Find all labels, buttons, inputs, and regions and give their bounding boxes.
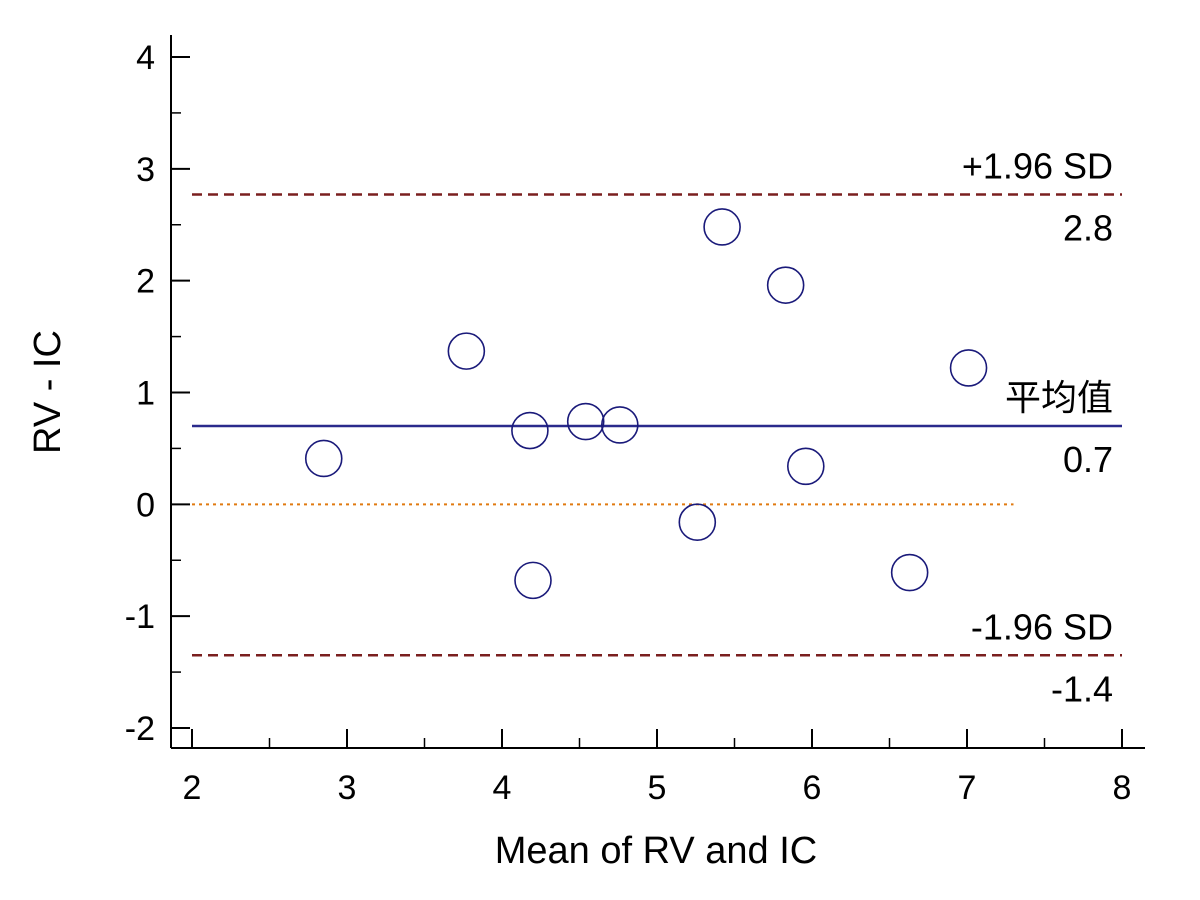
lower-loa-value-label: -1.4	[1051, 668, 1113, 709]
data-point	[678, 503, 717, 542]
reference-labels: +1.96 SD 2.8 平均值 0.7 -1.96 SD -1.4	[962, 146, 1113, 710]
data-point	[890, 553, 929, 592]
y-tick-label: 0	[136, 486, 155, 524]
y-tick-label: 2	[136, 263, 155, 301]
x-tick-label: 2	[183, 769, 202, 807]
x-tick-label: 7	[958, 769, 977, 807]
reference-lines	[192, 193, 1122, 657]
x-tick-label: 8	[1113, 769, 1132, 807]
y-tick-label: -2	[125, 710, 155, 748]
data-point	[600, 406, 639, 444]
upper-loa-label: +1.96 SD	[962, 146, 1113, 187]
x-tick-label: 6	[803, 769, 822, 807]
data-point	[786, 447, 825, 486]
data-point	[304, 439, 343, 478]
y-tick-label: -1	[125, 598, 155, 636]
data-points	[304, 208, 988, 600]
x-tick-label: 4	[493, 769, 512, 807]
data-point	[566, 402, 605, 441]
x-axis-title: Mean of RV and IC	[495, 830, 817, 872]
data-point	[514, 561, 552, 600]
y-tick-label: 1	[136, 375, 155, 413]
data-point	[447, 332, 486, 370]
x-tick-label: 5	[648, 769, 667, 807]
data-point	[703, 208, 741, 246]
data-point	[511, 411, 549, 450]
y-tick-label: 3	[136, 151, 155, 189]
data-point	[949, 349, 988, 387]
data-point	[766, 266, 805, 304]
lower-loa-label: -1.96 SD	[971, 606, 1113, 647]
x-tick-label: 3	[338, 769, 357, 807]
x-ticks: 2 3 4 5 6 7 8	[183, 729, 1132, 807]
mean-label: 平均值	[1005, 377, 1113, 418]
y-axis-title: RV - IC	[27, 330, 69, 454]
upper-loa-value-label: 2.8	[1063, 208, 1113, 249]
y-tick-label: 4	[136, 39, 155, 77]
mean-value-label: 0.7	[1063, 439, 1113, 480]
y-ticks: -2 -1 0 1 2 3 4	[125, 39, 190, 748]
